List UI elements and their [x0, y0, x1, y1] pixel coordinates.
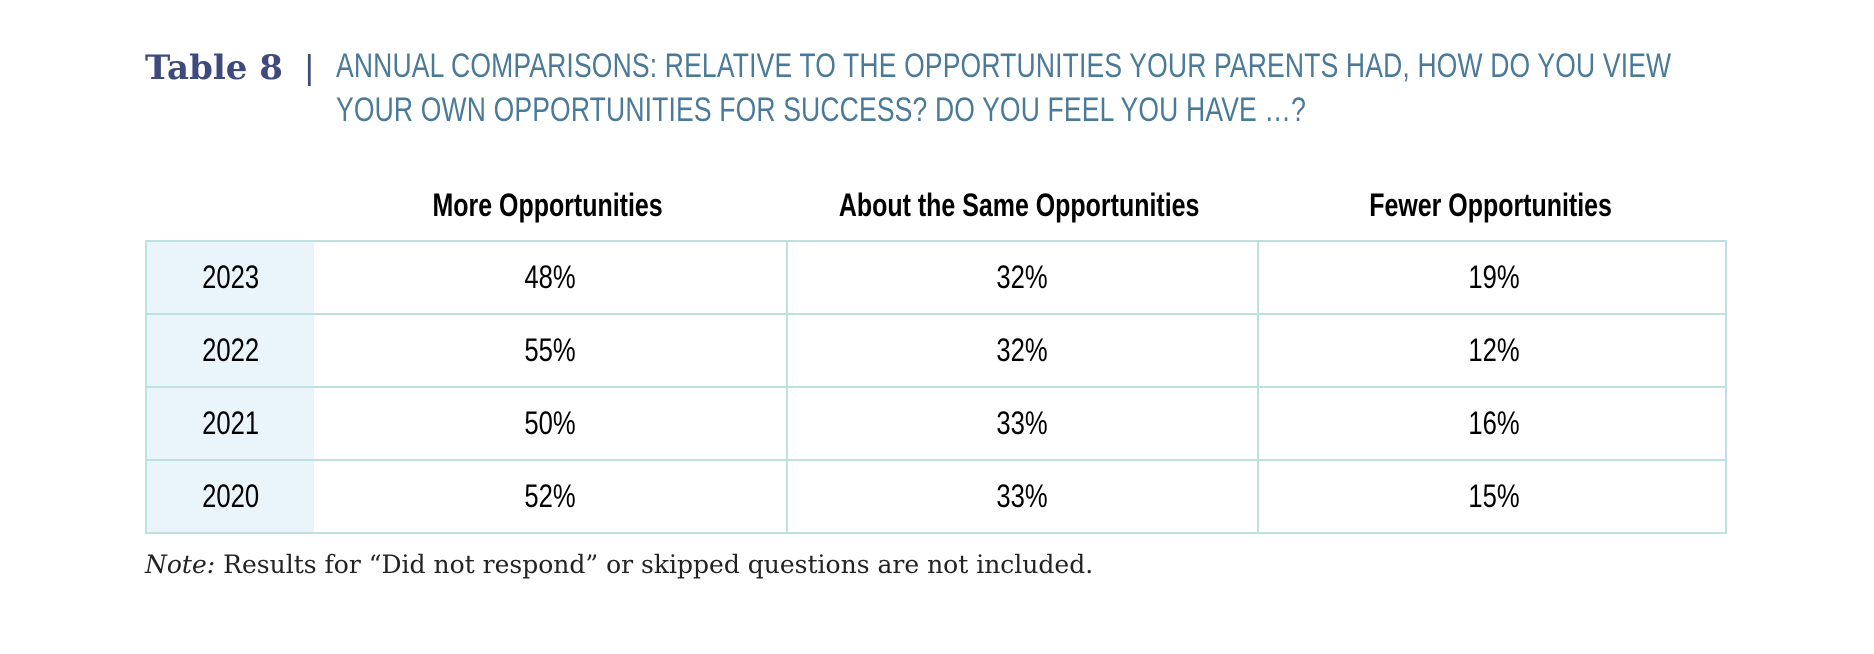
table-body: 2023 48% 32% 19% 2022 55% 32% 12% 2021 5…	[145, 240, 1727, 534]
year-cell: 2022	[147, 315, 314, 386]
value-cell-fewer: 15%	[1257, 461, 1729, 532]
value-cell-more: 55%	[524, 332, 576, 368]
table-row: 2021 50% 33% 16%	[147, 386, 1725, 459]
year-cell: 2020	[147, 461, 314, 532]
table-title-line-2: YOUR OWN OPPORTUNITIES FOR SUCCESS? DO Y…	[335, 91, 1306, 129]
table-row: 2020 52% 33% 15%	[147, 459, 1725, 532]
table-row: 2022 55% 32% 12%	[147, 313, 1725, 386]
table-title: ANNUAL COMPARISONS: RELATIVE TO THE OPPO…	[335, 44, 1672, 132]
year-cell: 2023	[147, 242, 314, 313]
column-header-same: About the Same Opportunities	[839, 186, 1200, 223]
table-title-line-1: ANNUAL COMPARISONS: RELATIVE TO THE OPPO…	[335, 47, 1672, 85]
value-cell-more: 52%	[524, 478, 576, 514]
value-cell-fewer: 16%	[1257, 388, 1729, 459]
value-cell-fewer: 12%	[1257, 315, 1729, 386]
table-header: Table 8 | ANNUAL COMPARISONS: RELATIVE T…	[145, 44, 1756, 132]
column-header-fewer: Fewer Opportunities	[1369, 186, 1613, 223]
note-label: Note:	[145, 550, 216, 579]
value-cell-same: 33%	[786, 388, 1257, 459]
value-cell-fewer: 19%	[1257, 242, 1729, 313]
value-cell-same: 33%	[786, 461, 1257, 532]
value-cell-same: 32%	[786, 315, 1257, 386]
table-row: 2023 48% 32% 19%	[147, 242, 1725, 313]
value-cell-more: 48%	[524, 259, 576, 295]
value-cell-more: 50%	[524, 405, 576, 441]
comparison-table: More Opportunities About the Same Opport…	[145, 170, 1727, 534]
column-header-row: More Opportunities About the Same Opport…	[145, 170, 1727, 240]
note-text: Results for “Did not respond” or skipped…	[215, 550, 1094, 579]
value-cell-same: 32%	[786, 242, 1257, 313]
column-header-more: More Opportunities	[432, 186, 664, 223]
table-label: Table 8	[145, 48, 283, 88]
title-divider: |	[304, 49, 314, 87]
year-cell: 2021	[147, 388, 314, 459]
table-note: Note: Results for “Did not respond” or s…	[145, 550, 1093, 579]
